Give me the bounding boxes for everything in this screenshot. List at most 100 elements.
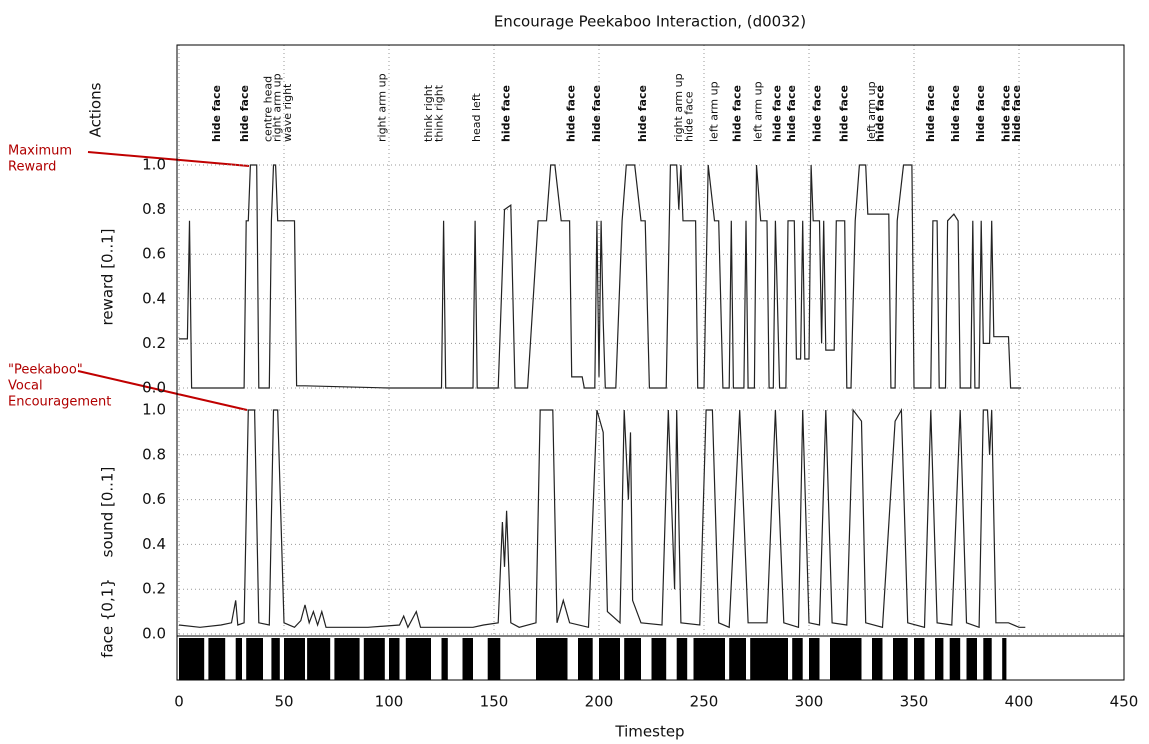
y-tick-label: 0.4 bbox=[142, 535, 166, 553]
action-label: hide face bbox=[500, 85, 513, 142]
y-tick-label: 0.4 bbox=[142, 289, 166, 307]
y-axis-label: face {0,1} bbox=[99, 578, 117, 658]
y-tick-label: 0.6 bbox=[142, 490, 166, 508]
y-tick-label: 0.2 bbox=[142, 334, 166, 352]
face-on-segment bbox=[578, 638, 593, 680]
data-line bbox=[178, 407, 1026, 629]
action-label: hide face bbox=[590, 85, 603, 142]
action-label: hide face bbox=[873, 85, 886, 142]
x-tick-label: 300 bbox=[795, 693, 824, 711]
x-tick-label: 50 bbox=[274, 693, 293, 711]
action-label: right arm up bbox=[376, 73, 389, 142]
action-label: hide face bbox=[1010, 85, 1023, 142]
action-label: hide face bbox=[785, 85, 798, 142]
action-label: right arm up bbox=[271, 73, 284, 142]
action-label: hide face bbox=[636, 85, 649, 142]
y-tick-label: 0.8 bbox=[142, 200, 166, 218]
face-on-segment bbox=[750, 638, 788, 680]
action-label: hide face bbox=[974, 85, 987, 142]
action-label: hide face bbox=[771, 85, 784, 142]
annotation-text: Reward bbox=[8, 160, 56, 175]
action-label: think right bbox=[432, 84, 445, 142]
face-on-segment bbox=[208, 638, 226, 680]
x-tick-label: 350 bbox=[900, 693, 929, 711]
action-label: hide face bbox=[210, 85, 223, 142]
face-on-segment bbox=[966, 638, 977, 680]
face-on-segment bbox=[284, 638, 305, 680]
face-on-segment bbox=[487, 638, 501, 680]
face-on-segment bbox=[179, 638, 205, 680]
y-tick-label: 1.0 bbox=[142, 156, 166, 174]
y-axis-label: reward [0..1] bbox=[99, 228, 117, 325]
y-tick-label: 1.0 bbox=[142, 401, 166, 419]
annotation-text: "Peekaboo" bbox=[8, 363, 83, 378]
action-label: hide face bbox=[731, 85, 744, 142]
annotation-text: Encouragement bbox=[8, 395, 111, 410]
chart-title: Encourage Peekaboo Interaction, (d0032) bbox=[494, 13, 806, 31]
data-line bbox=[179, 164, 1022, 389]
face-on-segment bbox=[983, 638, 992, 680]
y-tick-label: 0.0 bbox=[142, 379, 166, 397]
face-on-segment bbox=[271, 638, 280, 680]
action-label: hide face bbox=[838, 85, 851, 142]
actions-label: Actions bbox=[87, 82, 105, 137]
action-label: hide face bbox=[565, 85, 578, 142]
action-label: hide face bbox=[810, 85, 823, 142]
action-label: think right bbox=[422, 84, 435, 142]
face-on-segment bbox=[729, 638, 746, 680]
action-label: hide face bbox=[999, 85, 1012, 142]
action-label: hide face bbox=[238, 85, 251, 142]
x-tick-label: 0 bbox=[174, 693, 184, 711]
face-on-segment bbox=[599, 638, 620, 680]
face-on-segment bbox=[389, 638, 400, 680]
action-label: hide face bbox=[924, 85, 937, 142]
x-tick-label: 400 bbox=[1005, 693, 1034, 711]
face-on-segment bbox=[624, 638, 641, 680]
action-label: hide face bbox=[682, 91, 695, 142]
face-on-segment bbox=[307, 638, 331, 680]
face-on-segment bbox=[830, 638, 862, 680]
face-on-segment bbox=[363, 638, 385, 680]
face-on-segment bbox=[893, 638, 908, 680]
face-on-segment bbox=[935, 638, 944, 680]
y-tick-label: 0.8 bbox=[142, 445, 166, 463]
action-label: hide face bbox=[949, 85, 962, 142]
action-label: head left bbox=[470, 93, 483, 142]
x-tick-label: 150 bbox=[480, 693, 509, 711]
x-tick-label: 450 bbox=[1110, 693, 1139, 711]
face-on-segment bbox=[405, 638, 431, 680]
action-label: left arm up bbox=[752, 81, 765, 142]
y-tick-label: 0.2 bbox=[142, 580, 166, 598]
annotation-line bbox=[87, 151, 250, 167]
x-tick-label: 250 bbox=[690, 693, 719, 711]
face-on-segment bbox=[462, 638, 473, 680]
face-on-segment bbox=[809, 638, 820, 680]
annotation: Maximum Reward "Peekaboo" Vocal Encourag… bbox=[8, 144, 250, 411]
y-tick-label: 0.0 bbox=[142, 625, 166, 643]
face-on-segment bbox=[1002, 638, 1007, 680]
action-label: right arm up bbox=[672, 73, 685, 142]
face-on-segment bbox=[246, 638, 263, 680]
plot-frame bbox=[176, 44, 1125, 681]
action-label: left arm up bbox=[708, 81, 721, 142]
action-label: centre head bbox=[261, 76, 274, 142]
face-on-segment bbox=[914, 638, 925, 680]
annotation-text: Vocal bbox=[8, 379, 43, 394]
action-label: wave right bbox=[281, 83, 294, 142]
annotation-line bbox=[77, 370, 248, 411]
y-axis-label: sound [0..1] bbox=[99, 467, 117, 558]
face-on-segment bbox=[536, 638, 568, 680]
face-on-segment bbox=[693, 638, 725, 680]
x-tick-label: 100 bbox=[375, 693, 404, 711]
face-on-segment bbox=[334, 638, 360, 680]
face-on-segment bbox=[235, 638, 242, 680]
face-on-segment bbox=[872, 638, 883, 680]
x-axis-label: Timestep bbox=[614, 723, 684, 741]
face-on-segment bbox=[651, 638, 667, 680]
action-label: left arm up bbox=[865, 81, 878, 142]
y-tick-label: 0.6 bbox=[142, 245, 166, 263]
face-on-segment bbox=[441, 638, 448, 680]
face-on-segment bbox=[792, 638, 803, 680]
